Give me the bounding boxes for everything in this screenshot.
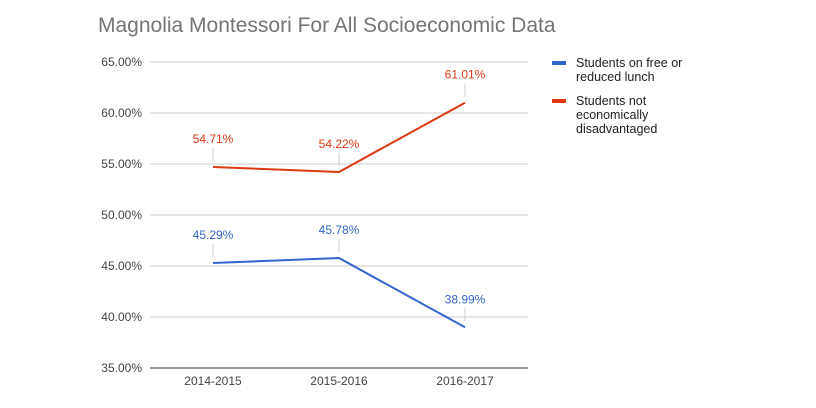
y-tick-label: 55.00%	[101, 157, 142, 171]
y-tick-label: 65.00%	[101, 55, 142, 69]
data-labels: 45.29% 45.78% 38.99% 54.71% 54.22% 61.01%	[193, 68, 486, 322]
data-label: 38.99%	[445, 292, 486, 306]
y-tick-label: 40.00%	[101, 310, 142, 324]
legend-label: Students not economically disadvantaged	[576, 94, 658, 136]
series-lines	[212, 101, 466, 329]
data-label: 45.29%	[193, 228, 234, 242]
legend-swatch	[552, 99, 566, 103]
x-axis-ticks: 2014-2015 2015-2016 2016-2017	[184, 374, 494, 388]
y-tick-label: 35.00%	[101, 361, 142, 375]
legend-item-free-reduced-lunch[interactable]: Students on free or reduced lunch	[552, 56, 732, 84]
data-label: 45.78%	[319, 223, 360, 237]
x-tick-label: 2016-2017	[436, 374, 494, 388]
legend-label: Students on free or reduced lunch	[576, 56, 683, 84]
series-line-1	[212, 257, 466, 329]
data-label: 54.22%	[319, 137, 360, 151]
legend-item-not-disadvantaged[interactable]: Students not economically disadvantaged	[552, 94, 732, 136]
y-axis-ticks: 35.00% 40.00% 45.00% 50.00% 55.00% 60.00% 65.0…	[101, 55, 142, 375]
legend: Students on free or reduced lunch Studen…	[552, 56, 732, 146]
legend-swatch	[552, 61, 566, 65]
x-tick-label: 2014-2015	[184, 374, 242, 388]
series-line-2	[212, 101, 466, 173]
x-tick-label: 2015-2016	[310, 374, 368, 388]
data-label: 54.71%	[193, 132, 234, 146]
y-tick-label: 45.00%	[101, 259, 142, 273]
gridlines	[150, 61, 528, 369]
chart-title: Magnolia Montessori For All Socioeconomi…	[98, 14, 556, 37]
y-tick-label: 60.00%	[101, 106, 142, 120]
y-tick-label: 50.00%	[101, 208, 142, 222]
data-label: 61.01%	[445, 68, 486, 82]
